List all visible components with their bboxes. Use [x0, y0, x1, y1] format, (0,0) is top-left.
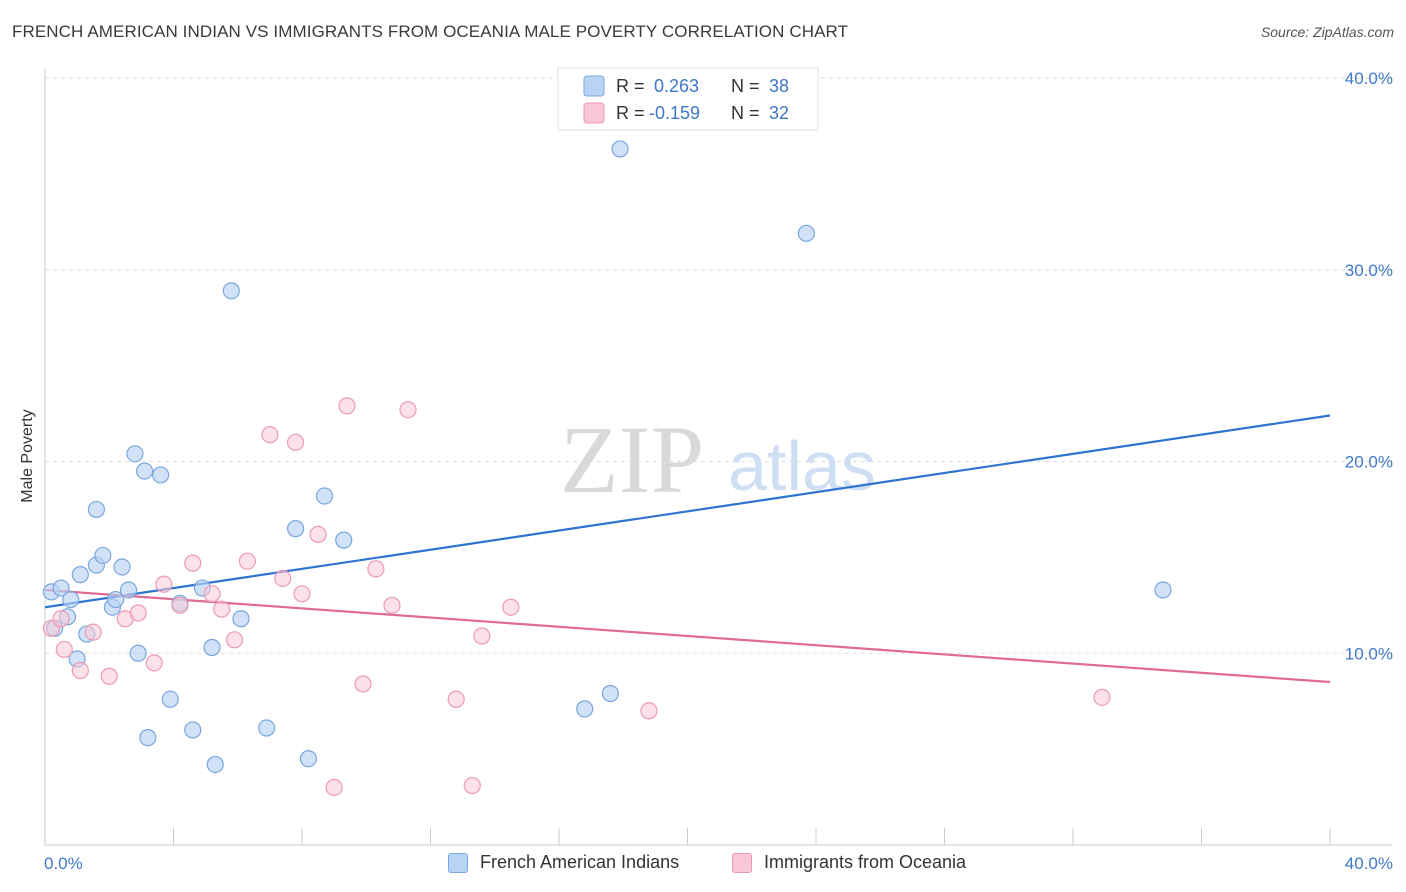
data-point-french-american-indians: [52, 579, 70, 597]
data-point-immigrants-from-oceania: [52, 610, 70, 628]
data-point-french-american-indians: [232, 610, 250, 628]
data-point-french-american-indians: [135, 462, 154, 480]
data-point-immigrants-from-oceania: [463, 776, 481, 795]
legend-r-value-blue: 0.263: [654, 76, 699, 96]
data-point-immigrants-from-oceania: [129, 604, 147, 622]
data-point-french-american-indians: [315, 487, 334, 505]
y-tick-label: 30.0%: [1345, 261, 1393, 280]
legend-swatch-pink-bottom: [732, 852, 752, 873]
data-point-french-american-indians: [139, 729, 157, 747]
chart-source: Source: ZipAtlas.com: [1260, 24, 1394, 40]
data-point-french-american-indians: [797, 224, 815, 242]
y-tick-label: 10.0%: [1345, 644, 1393, 663]
trend-lines: [44, 414, 1331, 684]
legend-swatch-blue-bottom: [448, 852, 468, 873]
data-point-french-american-indians: [62, 590, 80, 609]
data-point-immigrants-from-oceania: [325, 778, 343, 797]
legend-r-value-pink: -0.159: [649, 103, 700, 123]
top-legend: R = 0.263 N = 38 R = -0.159 N = 32: [557, 67, 819, 131]
data-point-immigrants-from-oceania: [261, 426, 279, 444]
data-point-french-american-indians: [206, 755, 224, 774]
data-point-immigrants-from-oceania: [184, 554, 202, 572]
data-point-immigrants-from-oceania: [238, 552, 256, 570]
data-point-immigrants-from-oceania: [71, 661, 89, 680]
legend-n-value-pink: 32: [769, 103, 789, 123]
data-point-french-american-indians: [113, 558, 131, 576]
y-tick-label: 20.0%: [1345, 453, 1393, 472]
data-point-immigrants-from-oceania: [399, 401, 417, 419]
series-french-american-indians: [42, 140, 1172, 774]
data-point-french-american-indians: [129, 644, 147, 662]
watermark-atlas: atlas: [728, 427, 876, 505]
legend-label-immigrants-from-oceania: Immigrants from Oceania: [764, 852, 967, 872]
data-point-french-american-indians: [203, 638, 221, 657]
data-point-immigrants-from-oceania: [171, 596, 189, 614]
trend-line-french-american-indians: [44, 414, 1331, 609]
data-point-immigrants-from-oceania: [447, 690, 465, 708]
data-point-french-american-indians: [1154, 581, 1172, 599]
data-point-french-american-indians: [152, 466, 170, 484]
data-point-french-american-indians: [601, 684, 620, 703]
data-point-immigrants-from-oceania: [100, 667, 118, 685]
data-point-french-american-indians: [576, 700, 594, 718]
data-point-immigrants-from-oceania: [383, 596, 401, 614]
data-point-french-american-indians: [286, 520, 305, 538]
data-point-immigrants-from-oceania: [155, 575, 173, 593]
data-point-immigrants-from-oceania: [309, 525, 327, 543]
bottom-legend: French American Indians Immigrants from …: [0, 852, 1406, 878]
data-point-immigrants-from-oceania: [473, 627, 491, 645]
chart-title: FRENCH AMERICAN INDIAN VS IMMIGRANTS FRO…: [12, 22, 849, 41]
data-point-immigrants-from-oceania: [1093, 688, 1111, 706]
legend-r-label-blue: R =: [616, 76, 645, 96]
legend-n-label-blue: N =: [731, 76, 760, 96]
legend-swatch-blue: [583, 75, 605, 97]
data-point-immigrants-from-oceania: [145, 654, 163, 672]
data-point-immigrants-from-oceania: [213, 600, 231, 618]
data-point-immigrants-from-oceania: [55, 640, 73, 659]
legend-r-label-pink: R =: [616, 103, 645, 123]
data-point-immigrants-from-oceania: [354, 675, 372, 693]
data-point-french-american-indians: [126, 445, 144, 463]
data-point-immigrants-from-oceania: [203, 585, 221, 603]
data-point-french-american-indians: [184, 721, 202, 739]
legend-item-french-american-indians: French American Indians: [448, 852, 679, 873]
legend-swatch-pink: [583, 102, 605, 124]
data-point-immigrants-from-oceania: [338, 397, 356, 415]
data-point-immigrants-from-oceania: [640, 702, 658, 720]
data-point-french-american-indians: [611, 140, 629, 158]
data-point-french-american-indians: [335, 531, 353, 549]
watermark: ZIP atlas: [560, 406, 876, 513]
data-point-french-american-indians: [161, 690, 179, 708]
data-point-immigrants-from-oceania: [367, 560, 385, 578]
y-tick-label: 40.0%: [1345, 69, 1393, 88]
data-point-immigrants-from-oceania: [293, 585, 311, 603]
x-tick-label-max: 40.0%: [1345, 854, 1393, 873]
trend-line-immigrants-from-oceania: [44, 588, 1331, 684]
data-point-immigrants-from-oceania: [502, 598, 520, 616]
series-immigrants-from-oceania: [42, 397, 1111, 797]
axes: [44, 68, 1392, 846]
data-point-immigrants-from-oceania: [225, 631, 244, 649]
data-point-french-american-indians: [94, 546, 112, 565]
data-point-french-american-indians: [87, 500, 106, 519]
tick-labels: 10.0% 20.0% 30.0% 40.0% 0.0% 40.0%: [44, 69, 1393, 873]
data-point-immigrants-from-oceania: [286, 433, 305, 451]
data-point-immigrants-from-oceania: [84, 623, 102, 641]
data-point-french-american-indians: [222, 282, 240, 300]
data-point-french-american-indians: [258, 719, 276, 737]
data-point-french-american-indians: [107, 590, 125, 609]
legend-item-immigrants-from-oceania: Immigrants from Oceania: [732, 852, 966, 873]
legend-label-french-american-indians: French American Indians: [480, 852, 680, 872]
watermark-zip: ZIP: [560, 406, 704, 513]
data-point-french-american-indians: [299, 750, 318, 768]
data-point-french-american-indians: [71, 566, 89, 584]
data-point-french-american-indians: [119, 581, 138, 599]
legend-n-label-pink: N =: [731, 103, 760, 123]
legend-n-value-blue: 38: [769, 76, 789, 96]
x-tick-label-min: 0.0%: [44, 854, 83, 873]
data-point-immigrants-from-oceania: [274, 569, 292, 588]
